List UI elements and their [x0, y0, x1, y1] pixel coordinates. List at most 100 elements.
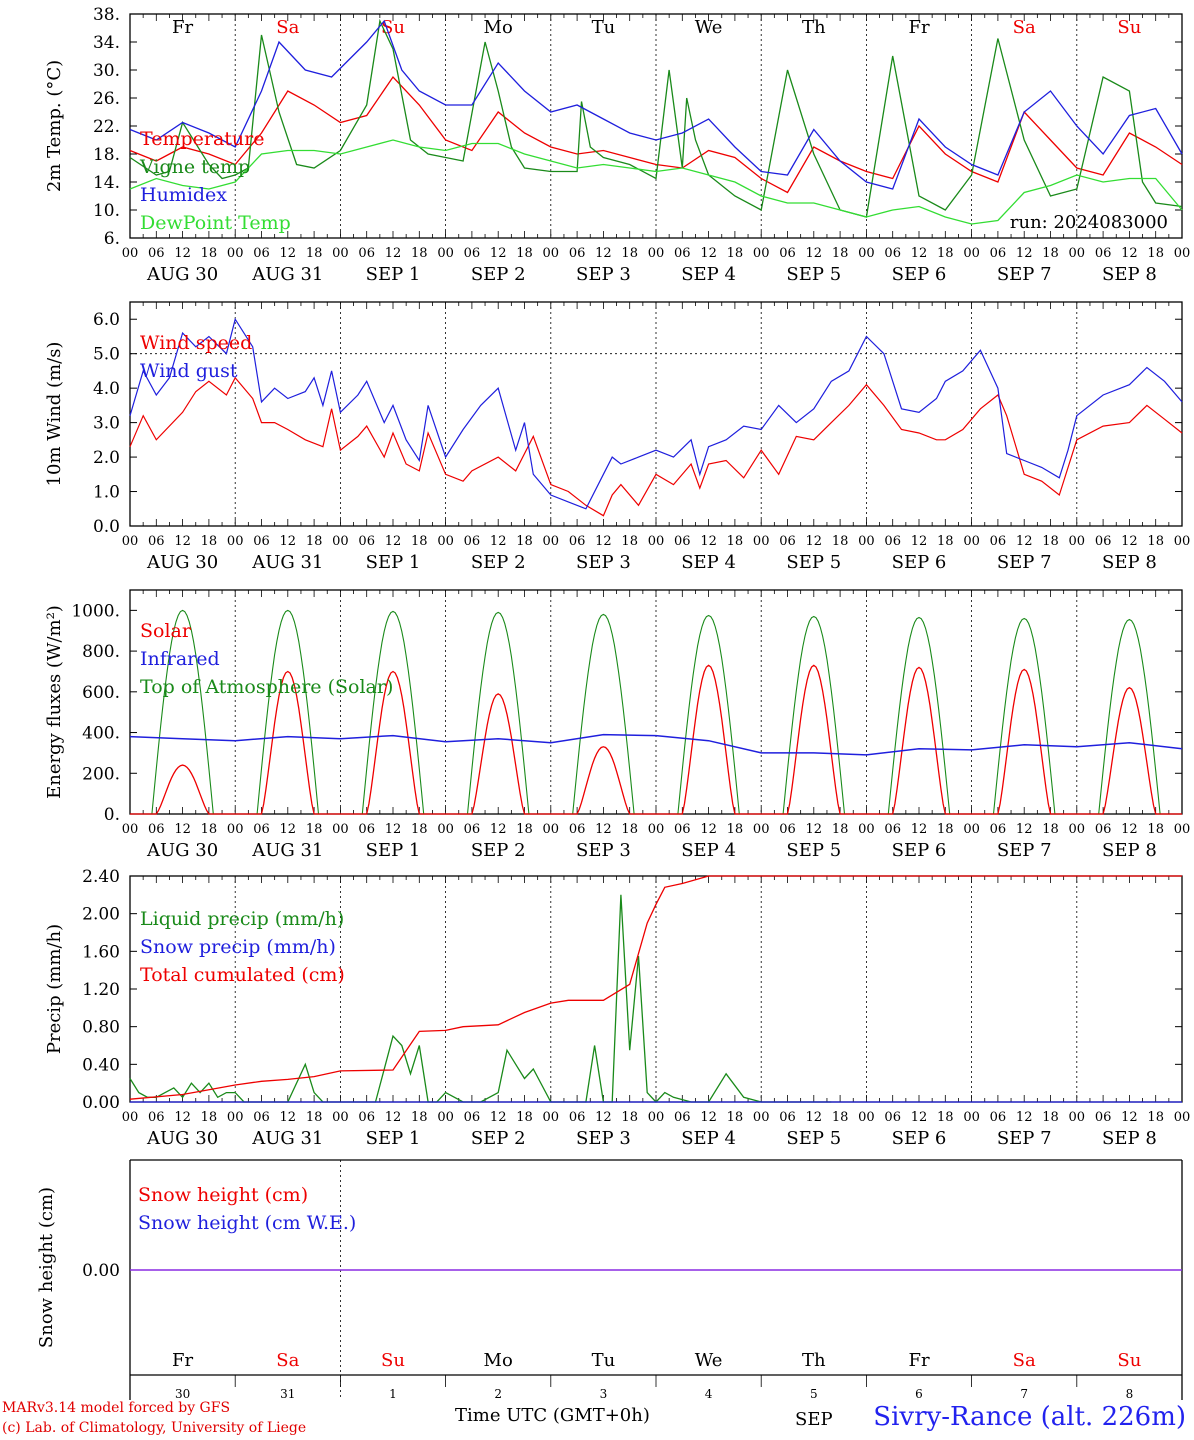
date-label: SEP 2	[471, 264, 526, 285]
hour-tick-label: 00	[227, 1110, 244, 1125]
hour-tick-label: 00	[227, 246, 244, 261]
series-line-infrared	[129, 733, 1183, 756]
hour-tick-label: 06	[1095, 822, 1112, 837]
date-label: SEP 7	[997, 840, 1052, 861]
hour-tick-label: 18	[306, 822, 323, 837]
weekday-label: Fr	[172, 1350, 193, 1371]
hour-tick-label: 18	[727, 822, 744, 837]
hour-tick-label: 06	[990, 246, 1007, 261]
day-number-label: 4	[705, 1387, 713, 1401]
day-number-label: 31	[280, 1387, 295, 1401]
weekday-label: Fr	[172, 17, 193, 38]
hour-tick-label: 18	[201, 534, 218, 549]
hour-tick-label: 00	[963, 534, 980, 549]
hour-tick-label: 12	[280, 822, 297, 837]
hour-tick-label: 06	[569, 1110, 586, 1125]
hour-tick-label: 00	[753, 1110, 770, 1125]
day-number-label: 5	[810, 1387, 818, 1401]
hour-tick-label: 00	[858, 822, 875, 837]
legend-entry: Total cumulated (cm)	[140, 964, 345, 986]
date-label-partial: SEP	[795, 1409, 833, 1430]
hour-tick-label: 12	[911, 1110, 928, 1125]
hour-tick-label: 12	[1121, 246, 1138, 261]
y-tick-label: 0.80	[82, 1018, 120, 1038]
y-tick-label: 0.40	[82, 1055, 120, 1075]
hour-tick-label: 12	[911, 534, 928, 549]
y-tick-label: 0.	[104, 805, 120, 825]
legend-entry: Humidex	[140, 184, 227, 206]
hour-tick-label: 00	[858, 1110, 875, 1125]
station-name: Sivry-Rance (alt. 226m)	[873, 1402, 1186, 1432]
date-label: SEP 5	[786, 1128, 841, 1149]
hour-tick-label: 12	[1121, 534, 1138, 549]
hour-tick-label: 12	[806, 1110, 823, 1125]
date-label: SEP 1	[366, 264, 421, 285]
hour-tick-label: 06	[779, 534, 796, 549]
y-axis-title: Precip (mm/h)	[44, 924, 65, 1054]
hour-tick-label: 18	[411, 822, 428, 837]
hour-tick-label: 12	[1016, 1110, 1033, 1125]
date-label: SEP 1	[366, 1128, 421, 1149]
hour-tick-label: 18	[201, 246, 218, 261]
hour-tick-label: 18	[1147, 246, 1164, 261]
hour-tick-label: 12	[385, 534, 402, 549]
hour-tick-label: 18	[832, 246, 849, 261]
hour-tick-label: 18	[727, 1110, 744, 1125]
hour-tick-label: 00	[963, 1110, 980, 1125]
weekday-label: We	[695, 1350, 723, 1371]
hour-tick-label: 12	[490, 534, 507, 549]
date-label: SEP 1	[366, 552, 421, 573]
weekday-label: Th	[802, 1350, 826, 1371]
hour-tick-label: 00	[543, 534, 560, 549]
hour-tick-label: 06	[884, 246, 901, 261]
hour-tick-label: 00	[753, 534, 770, 549]
date-label: SEP 5	[786, 552, 841, 573]
hour-tick-label: 06	[358, 534, 375, 549]
hour-tick-label: 06	[253, 534, 270, 549]
date-label: SEP 4	[681, 840, 736, 861]
hour-tick-label: 12	[595, 534, 612, 549]
y-tick-label: 1.0	[93, 483, 120, 503]
hour-tick-label: 06	[674, 246, 691, 261]
hour-tick-label: 00	[332, 822, 349, 837]
hour-tick-label: 12	[280, 534, 297, 549]
legend-entry: Temperature	[140, 128, 264, 150]
hour-tick-label: 18	[937, 534, 954, 549]
hour-tick-label: 06	[674, 822, 691, 837]
hour-tick-label: 06	[464, 246, 481, 261]
date-label: SEP 6	[892, 552, 947, 573]
hour-tick-label: 12	[174, 1110, 191, 1125]
y-tick-label: 38.	[93, 5, 120, 25]
hour-tick-label: 06	[884, 822, 901, 837]
hour-tick-label: 06	[1095, 534, 1112, 549]
hour-tick-label: 06	[253, 1110, 270, 1125]
hour-tick-label: 18	[306, 1110, 323, 1125]
y-tick-label: 600.	[82, 683, 120, 703]
y-tick-label: 800.	[82, 642, 120, 662]
day-number-label: 30	[175, 1387, 190, 1401]
date-label: SEP 3	[576, 264, 631, 285]
hour-tick-label: 06	[148, 1110, 165, 1125]
hour-tick-label: 12	[700, 246, 717, 261]
y-axis-title: 2m Temp. (°C)	[44, 60, 65, 192]
y-tick-label: 200.	[82, 764, 120, 784]
hour-tick-label: 06	[674, 534, 691, 549]
hour-tick-label: 12	[174, 246, 191, 261]
date-label: SEP 3	[576, 840, 631, 861]
hour-tick-label: 00	[858, 534, 875, 549]
hour-tick-label: 12	[806, 822, 823, 837]
hour-tick-label: 00	[437, 534, 454, 549]
hour-tick-label: 00	[437, 1110, 454, 1125]
hour-tick-label: 00	[753, 246, 770, 261]
date-label: SEP 3	[576, 1128, 631, 1149]
hour-tick-label: 18	[832, 534, 849, 549]
weekday-label: Su	[381, 17, 405, 38]
y-tick-label: 6.	[104, 229, 120, 249]
y-tick-label: 2.40	[82, 867, 120, 887]
hour-tick-label: 18	[516, 534, 533, 549]
y-tick-label: 1.60	[82, 942, 120, 962]
hour-tick-label: 00	[227, 534, 244, 549]
date-label: AUG 30	[146, 552, 218, 573]
hour-tick-label: 00	[122, 246, 139, 261]
